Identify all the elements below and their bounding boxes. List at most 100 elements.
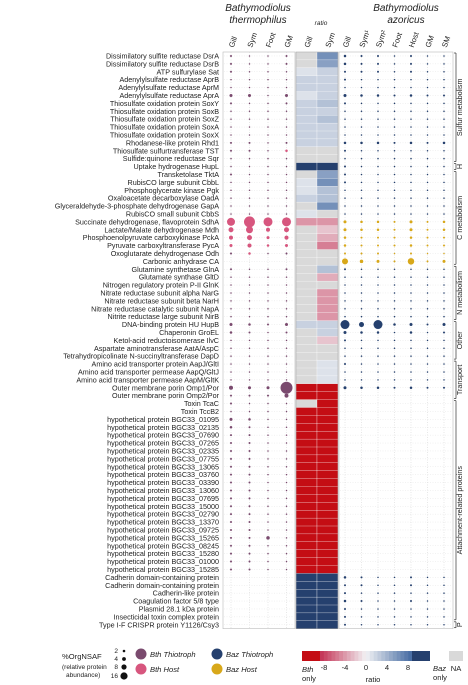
baz-dot: [409, 323, 413, 327]
ratio-cell: [295, 383, 318, 393]
protein-label: Glyceraldehyde-3-phosphate dehydrogenase…: [55, 202, 219, 211]
ratio-cell: [295, 178, 318, 187]
protein-label: hypothetical protein BGC33_13065: [107, 462, 219, 471]
bth-dot: [230, 363, 232, 365]
ratio-cell: [295, 130, 318, 140]
baz-dot: [343, 330, 347, 334]
baz-dot: [377, 134, 379, 136]
protein-label: hypothetical protein BGC33_01000: [107, 557, 219, 566]
baz-dot: [410, 126, 412, 128]
baz-dot: [377, 268, 379, 270]
bth-dot: [285, 102, 288, 105]
baz-dot: [410, 110, 412, 112]
bth-dot: [267, 165, 269, 168]
bth-dot: [230, 536, 232, 539]
ratio-frame: [295, 51, 339, 629]
baz-dot: [344, 189, 346, 191]
baz-dot: [377, 54, 379, 57]
baz-dot: [426, 616, 429, 618]
ratio-cell: [295, 533, 318, 543]
bth-dot: [230, 505, 232, 508]
bth-dot: [266, 536, 270, 540]
baz-dot: [344, 252, 346, 255]
column-labels: Gill Sym Foot GM Gill Sym Gill Sym¹ Sym² Foot Host…: [227, 29, 452, 49]
baz-dot: [344, 276, 346, 278]
baz-dot: [443, 616, 445, 618]
bth-dot: [230, 165, 232, 168]
ratio-col-0: Gill: [302, 35, 314, 49]
ratio-cell: [316, 423, 339, 432]
baz-dot: [426, 236, 429, 239]
bth-dot: [282, 217, 291, 227]
baz-dot: [343, 141, 347, 145]
bth-dot: [267, 300, 269, 302]
baz-dot: [393, 355, 396, 357]
bth-dot: [267, 189, 269, 191]
bth-dot: [248, 386, 251, 390]
ratio-cell: [316, 59, 339, 69]
protein-label: Nitrate reductase subunit alpha NarG: [100, 288, 219, 297]
bth-dot: [248, 93, 251, 97]
ratio-cell: [295, 541, 318, 551]
baz-dot: [393, 292, 396, 294]
baz-dot: [377, 315, 379, 318]
bth-dot: [248, 126, 251, 128]
baz-dot: [344, 584, 346, 587]
protein-label: Amino acid transporter protein AapJ/GltI: [92, 360, 219, 369]
baz-dot: [360, 70, 363, 73]
ratio-cell: [316, 154, 339, 163]
bth-dot: [230, 489, 232, 492]
baz-dot: [426, 371, 429, 373]
ratio-cell: [316, 596, 339, 606]
bth-dot: [267, 102, 269, 105]
bth-dot: [230, 457, 232, 460]
bth-dot: [248, 110, 251, 112]
baz-dot: [426, 244, 429, 247]
ratio-cell: [316, 415, 339, 424]
bth-dot: [285, 181, 288, 184]
baz-dot: [426, 220, 429, 223]
baz-dot: [410, 624, 412, 626]
baz-dot: [443, 386, 445, 389]
baz-dot: [344, 197, 346, 199]
baz-dot: [393, 347, 396, 349]
ratio-cell: [295, 51, 318, 61]
baz-dot: [360, 86, 363, 89]
ratio-cell: [316, 201, 339, 211]
baz-dot: [409, 386, 413, 389]
bth-dot: [267, 402, 269, 405]
bth-dot: [248, 157, 251, 160]
legend-baz-thiotroph-dot: [211, 648, 223, 660]
ratio-cell: [295, 217, 318, 227]
baz-dot: [443, 608, 445, 610]
baz-dot: [393, 371, 396, 373]
baz-dot: [443, 71, 445, 73]
ratio-cell: [316, 344, 339, 353]
ratio-cell: [295, 344, 318, 353]
ratio-cell: [316, 620, 339, 630]
ratio-cell: [316, 604, 339, 614]
colorbar-tick: -8: [321, 663, 328, 672]
baz-dot: [377, 347, 379, 349]
bth-dot: [248, 497, 251, 500]
protein-label: Dissimilatory sulfite reductase DsrA: [106, 51, 219, 60]
ratio-cell: [295, 604, 318, 614]
baz-dot: [377, 576, 379, 579]
baz-dot: [410, 300, 412, 302]
baz-dot: [376, 220, 380, 224]
baz-dot: [360, 624, 363, 626]
baz-dot: [393, 236, 396, 239]
baz-dot: [360, 608, 363, 610]
bth-dot: [230, 465, 232, 468]
bth-dot: [285, 481, 288, 484]
ratio-cell: [316, 462, 339, 472]
protein-label: Glutamate synthase GltD: [139, 273, 219, 282]
baz-dot: [360, 189, 363, 191]
baz-dot: [443, 584, 445, 586]
bth-dot: [267, 173, 269, 176]
ratio-cell: [316, 336, 339, 345]
baz-dot: [393, 102, 396, 105]
baz-dot: [443, 150, 445, 152]
bth-dot: [229, 417, 233, 421]
bth-dot: [248, 371, 251, 373]
